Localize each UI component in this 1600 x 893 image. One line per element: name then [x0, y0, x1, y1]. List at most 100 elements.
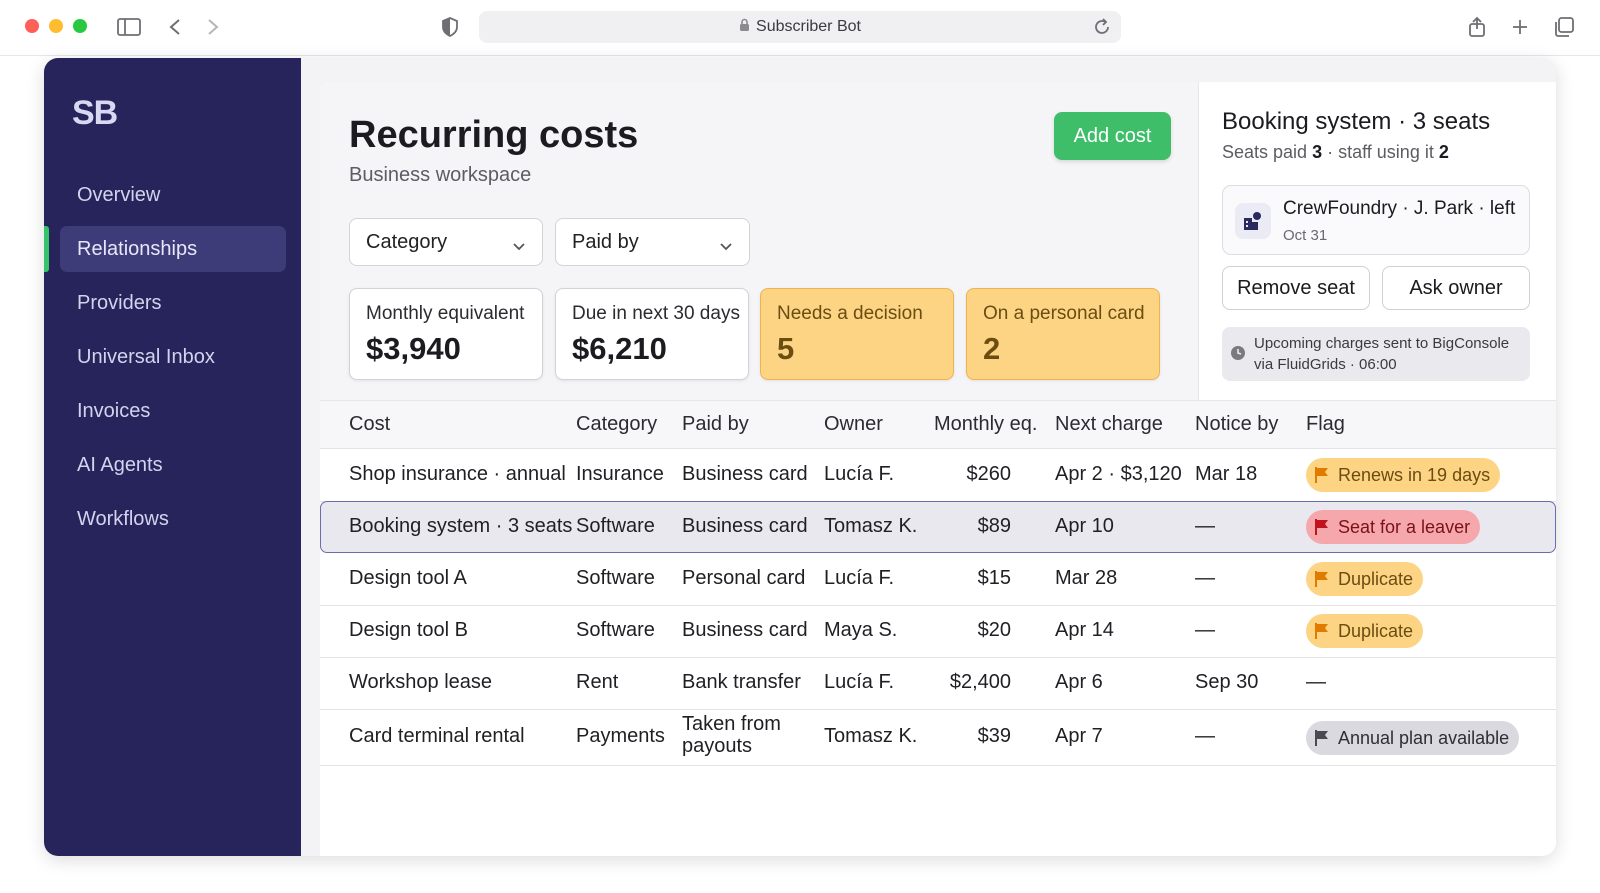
- sidebar-item-relationships[interactable]: Relationships: [60, 226, 286, 272]
- flag-label: Duplicate: [1338, 568, 1414, 589]
- leaver-card[interactable]: CrewFoundry · J. Park · left Oct 31: [1222, 185, 1530, 255]
- cell-category: Rent: [576, 671, 619, 693]
- cell-owner: Maya S.: [824, 619, 898, 641]
- leaver-date: Oct 31: [1283, 227, 1328, 244]
- column-header-next-charge[interactable]: Next charge: [1055, 413, 1163, 435]
- cell-monthly-eq: $2,400: [949, 671, 1011, 693]
- column-header-owner[interactable]: Owner: [824, 413, 883, 435]
- seats-paid-label: Seats paid: [1222, 142, 1308, 162]
- minimize-window-button[interactable]: [49, 19, 63, 33]
- flag-icon: [1315, 730, 1328, 746]
- cell-owner: Lucía F.: [824, 567, 895, 589]
- sidebar-item-ai-agents[interactable]: AI Agents: [77, 453, 163, 476]
- flag-label: Annual plan available: [1338, 727, 1510, 748]
- table-row[interactable]: Design tool B Software Business card May…: [320, 606, 1556, 658]
- sidebar-toggle-icon[interactable]: [116, 14, 142, 40]
- stat-monthly-equivalent[interactable]: Monthly equivalent $3,940: [349, 288, 543, 380]
- sidebar: SB Overview Relationships Providers Univ…: [44, 58, 301, 856]
- column-header-flag[interactable]: Flag: [1306, 413, 1345, 435]
- flag-label: Renews in 19 days: [1338, 464, 1491, 485]
- sidebar-item-providers[interactable]: Providers: [77, 291, 162, 314]
- table-header: Cost Category Paid by Owner Monthly eq. …: [320, 401, 1556, 449]
- column-header-cost[interactable]: Cost: [349, 413, 391, 435]
- cell-notice-by: —: [1195, 619, 1215, 641]
- chevron-down-icon: [512, 235, 526, 258]
- cell-owner: Tomasz K.: [824, 515, 918, 537]
- flag-badge[interactable]: Duplicate: [1306, 562, 1424, 596]
- table-row[interactable]: Shop insurance · annual Insurance Busine…: [320, 450, 1556, 502]
- stat-value: $6,210: [572, 331, 667, 366]
- detail-seat-summary: Seats paid 3 · staff using it 2: [1222, 142, 1449, 163]
- cell-monthly-eq: $39: [977, 725, 1011, 747]
- cell-notice-by: Mar 18: [1195, 463, 1258, 485]
- table-row[interactable]: Design tool A Software Personal card Luc…: [320, 554, 1556, 606]
- new-tab-icon[interactable]: [1507, 14, 1533, 40]
- stat-value: 2: [983, 331, 1001, 366]
- detail-panel: Booking system · 3 seats Seats paid 3 · …: [1200, 82, 1556, 400]
- cell-paid-by: Business card: [682, 515, 808, 537]
- stat-due-next-30-days[interactable]: Due in next 30 days $6,210: [555, 288, 749, 380]
- paid-by-filter[interactable]: Paid by: [555, 218, 750, 266]
- flag-icon: [1315, 623, 1328, 639]
- flag-icon: [1315, 571, 1328, 587]
- sidebar-item-workflows[interactable]: Workflows: [77, 507, 169, 530]
- sidebar-item-universal-inbox[interactable]: Universal Inbox: [77, 345, 215, 368]
- flag-badge[interactable]: Renews in 19 days: [1306, 458, 1501, 492]
- page-subtitle: Business workspace: [349, 164, 532, 186]
- cell-cost: Design tool B: [349, 619, 468, 641]
- address-bar[interactable]: Subscriber Bot: [479, 11, 1121, 43]
- cell-category: Software: [576, 515, 655, 537]
- forward-icon[interactable]: [200, 14, 226, 40]
- add-cost-button[interactable]: Add cost: [1054, 112, 1171, 160]
- remove-seat-button[interactable]: Remove seat: [1222, 266, 1370, 310]
- category-filter[interactable]: Category: [349, 218, 543, 266]
- flag-badge[interactable]: Seat for a leaver: [1306, 510, 1481, 544]
- zoom-window-button[interactable]: [73, 19, 87, 33]
- back-icon[interactable]: [162, 14, 188, 40]
- close-window-button[interactable]: [25, 19, 39, 33]
- costs-table: Cost Category Paid by Owner Monthly eq. …: [320, 400, 1556, 856]
- stat-personal-card[interactable]: On a personal card 2: [966, 288, 1160, 380]
- clock-icon: [1230, 345, 1246, 366]
- cell-cost: Workshop lease: [349, 671, 493, 693]
- cell-cost: Shop insurance · annual: [349, 463, 566, 485]
- share-icon[interactable]: [1464, 14, 1490, 40]
- cell-category: Payments: [576, 725, 665, 747]
- flag-badge[interactable]: Duplicate: [1306, 614, 1424, 648]
- privacy-shield-icon[interactable]: [437, 14, 463, 40]
- staff-using-label: · staff using it: [1327, 142, 1434, 162]
- tab-overview-icon[interactable]: [1551, 14, 1577, 40]
- cell-next-charge: Apr 6: [1055, 671, 1103, 693]
- active-nav-marker: [44, 226, 49, 272]
- column-header-category[interactable]: Category: [576, 413, 658, 435]
- seats-paid-count: 3: [1312, 142, 1323, 162]
- table-row[interactable]: Workshop lease Rent Bank transfer Lucía …: [320, 658, 1556, 710]
- flag-icon: [1315, 519, 1328, 535]
- detail-title: Booking system · 3 seats: [1222, 108, 1491, 135]
- reload-icon[interactable]: [1093, 17, 1111, 42]
- cell-notice-by: —: [1195, 725, 1215, 747]
- app-window: SB Overview Relationships Providers Univ…: [44, 58, 1556, 856]
- main-panel: Recurring costs Business workspace Add c…: [320, 82, 1556, 856]
- sidebar-item-overview[interactable]: Overview: [77, 183, 161, 206]
- cell-category: Insurance: [576, 463, 664, 485]
- address-text: Subscriber Bot: [756, 18, 861, 35]
- leaver-name: CrewFoundry · J. Park · left: [1283, 198, 1516, 219]
- cell-notice-by: Sep 30: [1195, 671, 1259, 693]
- stat-needs-decision[interactable]: Needs a decision 5: [760, 288, 954, 380]
- table-row[interactable]: Card terminal rental Payments Taken from…: [320, 710, 1556, 766]
- notice-line-1: Upcoming charges sent to BigConsole: [1254, 335, 1510, 352]
- ask-owner-button[interactable]: Ask owner: [1382, 266, 1530, 310]
- column-header-notice-by[interactable]: Notice by: [1195, 413, 1279, 435]
- cell-next-charge: Apr 2 · $3,120: [1055, 463, 1182, 485]
- column-header-paid-by[interactable]: Paid by: [682, 413, 749, 435]
- lock-icon: [739, 18, 750, 37]
- charges-notice: Upcoming charges sent to BigConsole via …: [1222, 327, 1530, 381]
- sidebar-item-invoices[interactable]: Invoices: [77, 399, 151, 422]
- cell-next-charge: Mar 28: [1055, 567, 1118, 589]
- cell-monthly-eq: $20: [977, 619, 1011, 641]
- table-row-selected[interactable]: Booking system · 3 seats Software Busine…: [320, 501, 1556, 553]
- column-header-monthly-eq[interactable]: Monthly eq.: [934, 413, 1038, 435]
- flag-badge[interactable]: Annual plan available: [1306, 721, 1520, 755]
- stat-label: Monthly equivalent: [366, 303, 525, 324]
